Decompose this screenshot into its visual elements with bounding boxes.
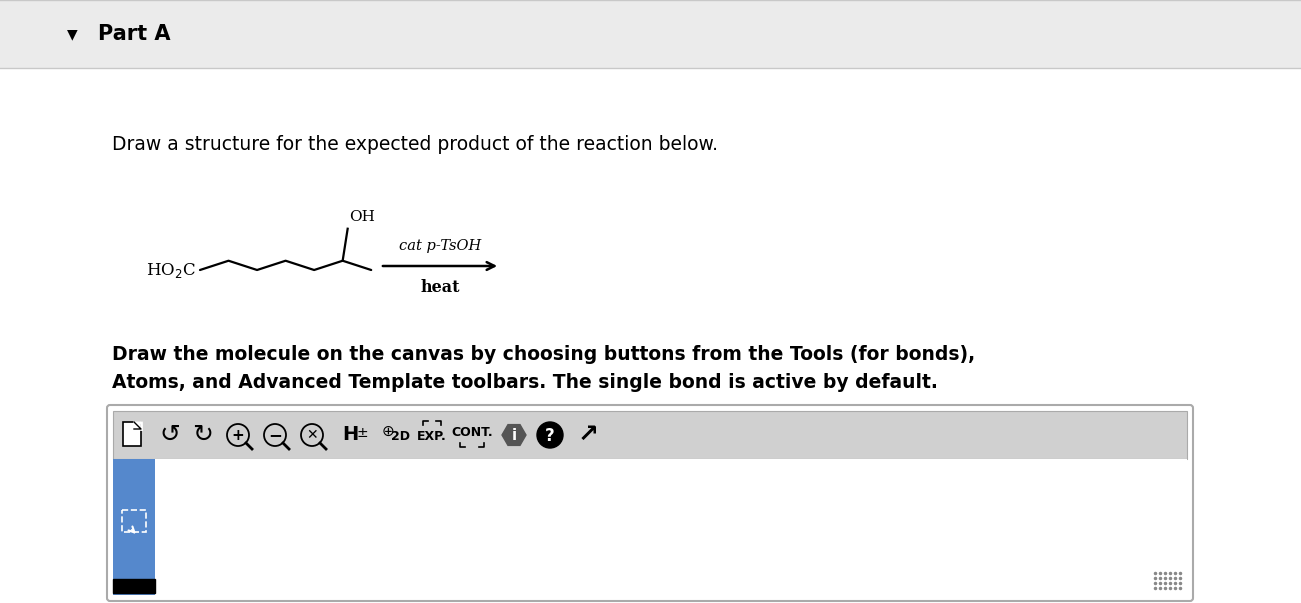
Text: Atoms, and Advanced Template toolbars. The single bond is active by default.: Atoms, and Advanced Template toolbars. T… <box>112 373 938 391</box>
Text: ✕: ✕ <box>306 428 317 442</box>
Bar <box>122 510 146 532</box>
Text: CONT.: CONT. <box>451 426 493 440</box>
Text: ↻: ↻ <box>193 423 213 447</box>
Polygon shape <box>502 425 526 446</box>
Text: −: − <box>268 426 282 444</box>
Text: i: i <box>511 428 516 443</box>
Bar <box>113 411 1187 459</box>
Bar <box>124 422 141 446</box>
Text: 2D: 2D <box>392 431 411 443</box>
Text: EXP.: EXP. <box>418 431 446 443</box>
Text: H: H <box>342 426 358 444</box>
Circle shape <box>537 422 563 448</box>
Text: OH: OH <box>349 210 375 224</box>
Bar <box>113 459 155 595</box>
Text: Draw the molecule on the canvas by choosing buttons from the Tools (for bonds),: Draw the molecule on the canvas by choos… <box>112 346 976 364</box>
FancyBboxPatch shape <box>107 405 1193 601</box>
Text: ⊕: ⊕ <box>381 423 394 438</box>
Text: Draw a structure for the expected product of the reaction below.: Draw a structure for the expected produc… <box>112 136 718 154</box>
Text: heat: heat <box>420 280 459 297</box>
Text: ±: ± <box>356 426 368 440</box>
Text: +: + <box>232 428 245 443</box>
Text: Part A: Part A <box>98 24 170 44</box>
Bar <box>0 0 1301 68</box>
Bar <box>155 459 1187 595</box>
Polygon shape <box>113 579 155 593</box>
Text: ↗: ↗ <box>578 423 598 447</box>
Text: HO$_2$C: HO$_2$C <box>146 260 196 280</box>
Text: cat p-TsOH: cat p-TsOH <box>399 239 481 253</box>
Text: ▼: ▼ <box>66 27 77 41</box>
Text: ?: ? <box>545 427 554 445</box>
Text: ↺: ↺ <box>160 423 181 447</box>
